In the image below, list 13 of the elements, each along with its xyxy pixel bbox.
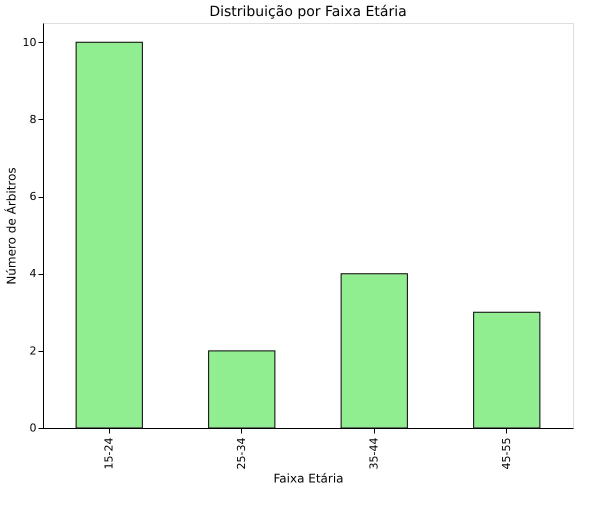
y-tick-label: 2 — [30, 344, 36, 358]
y-axis-title: Número de Árbitros — [4, 167, 19, 285]
x-tick-label: 25-34 — [234, 438, 248, 470]
x-tick-label: 35-44 — [367, 438, 380, 470]
y-tick-label: 4 — [30, 267, 36, 280]
y-tick-label: 6 — [30, 190, 36, 204]
y-tick-label: 0 — [30, 422, 36, 434]
y-tick-label: 10 — [22, 36, 36, 49]
y-tick-label: 8 — [30, 112, 36, 126]
x-axis-title: Faixa Etária — [273, 471, 344, 486]
chart-title: Distribuição por Faixa Etária — [209, 4, 407, 20]
x-tick-label: 15-24 — [102, 438, 116, 470]
x-tick-label: 45-55 — [500, 438, 513, 470]
